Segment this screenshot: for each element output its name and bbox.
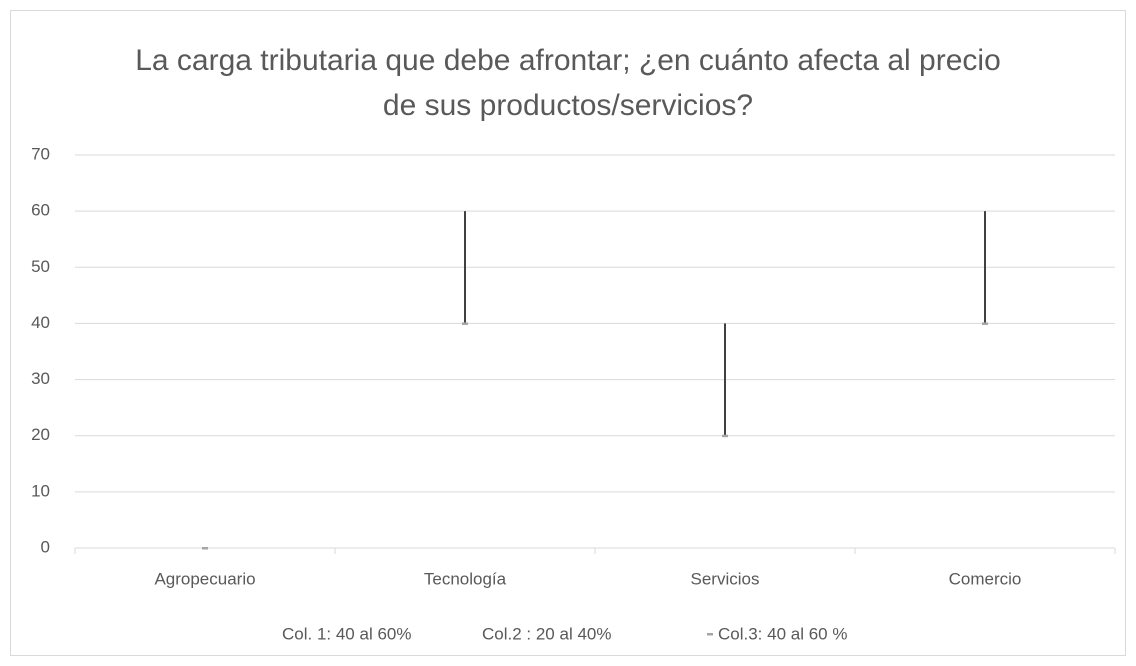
y-tick-label: 40	[31, 313, 50, 332]
legend-label: Col. 1: 40 al 60%	[282, 624, 411, 643]
y-tick-label: 30	[31, 369, 50, 388]
y-tick-label: 60	[31, 201, 50, 220]
y-tick-label: 20	[31, 425, 50, 444]
marker	[462, 322, 468, 325]
x-tick-label: Servicios	[691, 569, 760, 588]
x-tick-label: Agropecuario	[154, 569, 255, 588]
marker	[722, 434, 728, 438]
marker	[202, 547, 208, 550]
y-tick-label: 50	[31, 257, 50, 276]
legend-label: Col.3: 40 al 60 %	[718, 624, 847, 643]
y-tick-label: 10	[31, 481, 50, 500]
y-tick-label: 0	[41, 537, 50, 556]
legend-swatch	[707, 633, 713, 636]
chart-title: La carga tributaria que debe afrontar; ¿…	[135, 44, 1001, 122]
y-tick-label: 70	[31, 144, 50, 163]
legend-label: Col.2 : 20 al 40%	[482, 624, 611, 643]
x-tick-label: Comercio	[949, 569, 1022, 588]
title-box: La carga tributaria que debe afrontar; ¿…	[135, 44, 1001, 122]
marker	[982, 322, 988, 325]
x-tick-label: Tecnología	[424, 569, 507, 588]
